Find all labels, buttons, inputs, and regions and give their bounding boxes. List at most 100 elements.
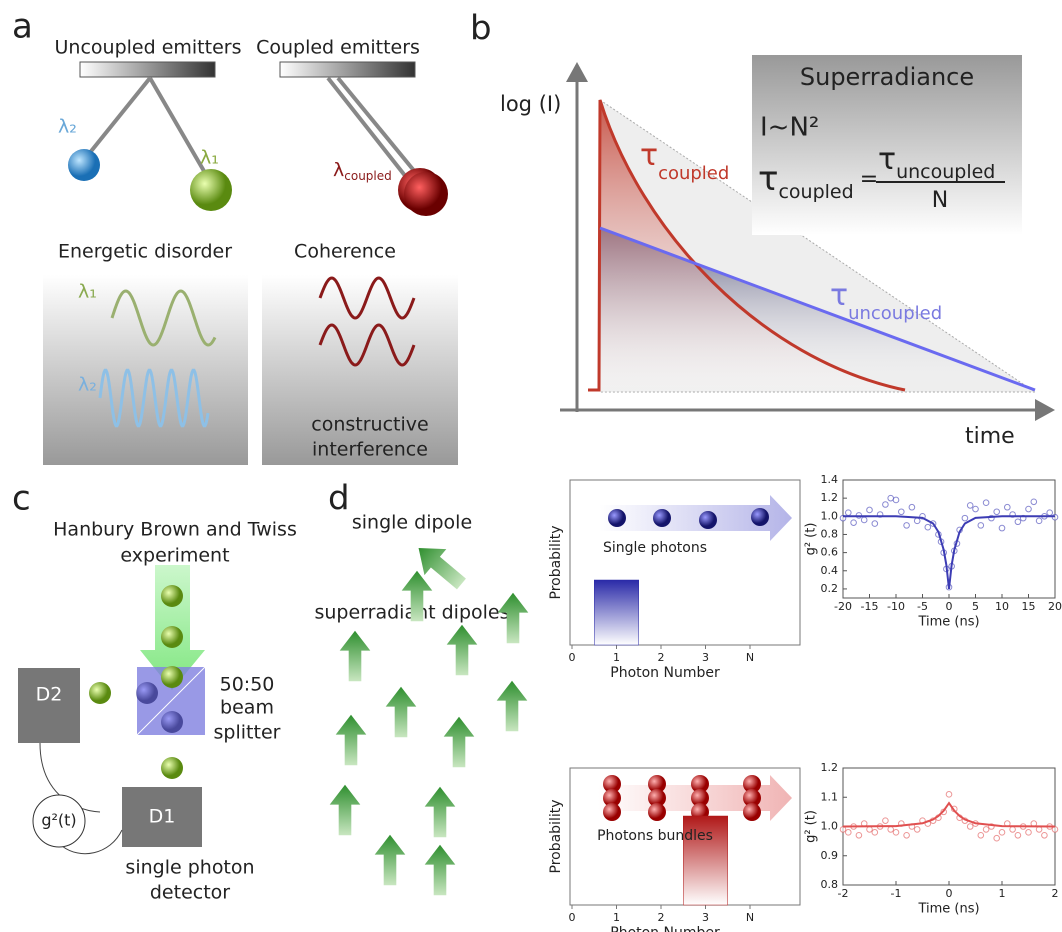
panel-label: b	[470, 9, 492, 49]
heading: Coupled emitters	[256, 37, 420, 59]
box-title: Superradiance	[800, 63, 974, 91]
background	[262, 275, 458, 465]
data-point	[893, 497, 899, 503]
photon	[648, 803, 666, 821]
panel-label: c	[12, 479, 31, 519]
arrowhead	[566, 62, 588, 82]
photon	[751, 508, 769, 526]
data-point	[1047, 510, 1053, 516]
wavelength: λ₁	[78, 281, 97, 303]
data-point	[856, 832, 862, 838]
x-tick-label: 0	[569, 651, 576, 664]
photon	[136, 682, 158, 704]
y-axis-label: Probability	[548, 525, 564, 599]
data-point	[1036, 827, 1042, 833]
emitter-bar	[280, 62, 415, 77]
subscript: uncoupled	[896, 161, 995, 183]
y-tick-label: 1.1	[821, 790, 839, 803]
data-point	[1015, 519, 1021, 525]
data-point	[1042, 832, 1048, 838]
data-point	[861, 517, 867, 523]
x-tick-label: 0	[946, 600, 953, 613]
data-point	[973, 506, 979, 512]
symbol: τ	[640, 138, 658, 173]
data-point	[872, 521, 878, 527]
data-point	[925, 524, 931, 530]
data-point	[983, 500, 989, 506]
x-tick-label: 3	[702, 651, 709, 664]
denominator: N	[932, 188, 948, 213]
detector-label: D2	[36, 684, 63, 706]
annotation: Photons bundles	[597, 828, 713, 844]
y-tick-label: 1.2	[821, 761, 839, 774]
data-point	[1015, 832, 1021, 838]
background	[43, 275, 248, 465]
axis-label: time	[965, 424, 1015, 449]
page: { "panel_a": {"label": "a", "uncoupled_t…	[0, 0, 1062, 932]
panel-label: d	[328, 479, 350, 519]
heading: Coherence	[294, 241, 396, 263]
figure: a Uncoupled emitters λ₂ λ₁ Coupled emitt…	[0, 0, 1062, 932]
caption: interference	[312, 439, 428, 461]
caption: 50:50	[220, 674, 275, 696]
data-point	[999, 525, 1005, 531]
symbol: τ	[878, 142, 896, 177]
emitter	[68, 149, 100, 181]
panel-label: a	[12, 7, 33, 47]
data-point	[1036, 518, 1042, 524]
data-point	[1026, 830, 1032, 836]
y-tick-label: 1.4	[821, 473, 839, 486]
string	[338, 78, 420, 178]
formula: I~N²	[760, 113, 819, 143]
bar	[594, 580, 639, 645]
y-tick-label: 0.6	[821, 546, 839, 559]
photon	[743, 803, 761, 821]
x-tick-label: -5	[917, 600, 928, 613]
dipole	[336, 715, 367, 765]
subscript: uncoupled	[848, 303, 942, 324]
x-tick-label: 5	[972, 600, 979, 613]
annotation: Single photons	[603, 540, 707, 556]
data-point	[978, 832, 984, 838]
data-point	[867, 827, 873, 833]
y-tick-label: 1.0	[821, 509, 839, 522]
x-tick-label: 10	[995, 600, 1009, 613]
data-point	[899, 509, 905, 515]
x-axis-label: Time (ns)	[917, 902, 979, 917]
y-tick-label: 0.2	[821, 582, 839, 595]
fit-curve	[843, 803, 1055, 826]
data-point	[888, 827, 894, 833]
data-point	[962, 515, 968, 521]
correlator-label: g²(t)	[41, 811, 76, 830]
dipole	[425, 845, 456, 895]
y-axis-label: g² (t)	[804, 523, 819, 556]
data-point	[999, 830, 1005, 836]
y-tick-label: 0.4	[821, 564, 839, 577]
x-tick-label: 1	[999, 887, 1006, 900]
data-point	[872, 830, 878, 836]
x-tick-label: 2	[1052, 887, 1059, 900]
caption: single dipole	[352, 512, 472, 534]
caption: splitter	[214, 722, 281, 744]
caption: constructive	[311, 414, 428, 436]
y-axis-label: Probability	[548, 799, 564, 873]
x-tick-label: 1	[613, 651, 620, 664]
symbol: λ	[333, 159, 344, 181]
heading: Energetic disorder	[58, 241, 232, 263]
photon	[161, 666, 183, 688]
dipole	[425, 787, 456, 837]
dipole	[497, 681, 528, 731]
wavelength: λcoupled	[333, 159, 392, 183]
photon	[699, 511, 717, 529]
dipole	[375, 835, 406, 885]
data-point	[994, 835, 1000, 841]
photon	[653, 509, 671, 527]
photon	[89, 682, 111, 704]
dipole	[330, 785, 361, 835]
wavelength: λ₂	[58, 116, 77, 138]
x-axis-label: Time (ns)	[917, 615, 979, 630]
x-axis-label: Photon Number	[610, 665, 720, 681]
data-point	[978, 523, 984, 529]
y-axis-label: g² (t)	[804, 810, 819, 843]
data-point	[883, 818, 889, 824]
